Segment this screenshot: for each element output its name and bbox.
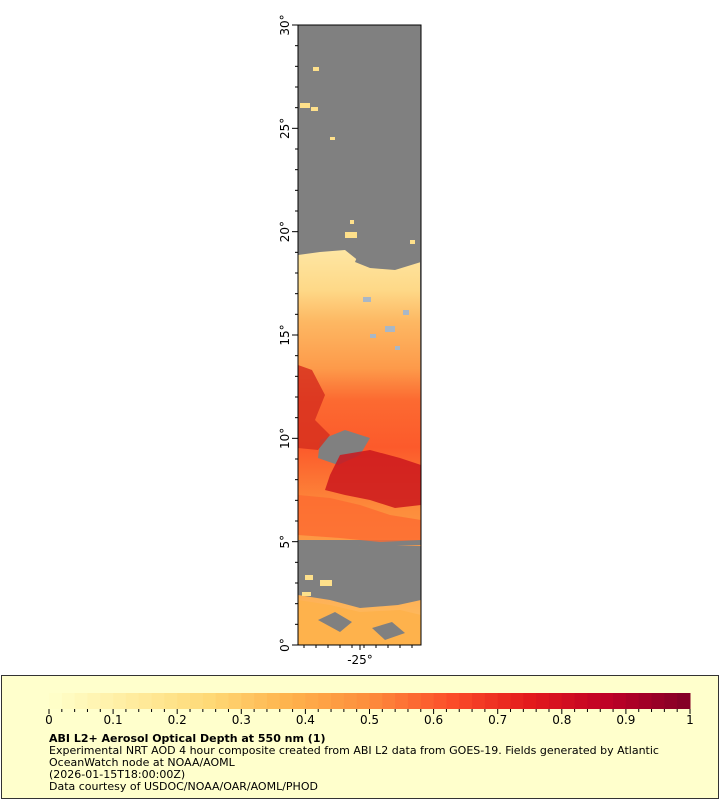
colorbar-swatch xyxy=(343,693,358,709)
colorbar-swatch xyxy=(638,693,653,709)
colorbar-swatch xyxy=(420,693,435,709)
colorbar-swatch xyxy=(266,693,281,709)
longitude-axis: -25° xyxy=(303,645,413,667)
colorbar-tick-label: 1 xyxy=(686,713,694,727)
legend-panel: 0 0.1 0.2 0.3 0.4 0.5 0.6 0.7 0.8 0.9 1 ABI L2+ Ae… xyxy=(1,675,719,799)
high-aod-band-west xyxy=(298,365,330,450)
lat-tick-label: 0° xyxy=(278,638,292,652)
colorbar-swatch xyxy=(433,693,447,709)
colorbar-swatch xyxy=(292,693,306,709)
legend-timestamp: (2026-01-15T18:00:00Z) xyxy=(49,768,186,781)
legend-title: ABI L2+ Aerosol Optical Depth at 550 nm … xyxy=(49,732,326,745)
legend-description: Experimental NRT AOD 4 hour composite cr… xyxy=(49,744,659,769)
colorbar-swatch xyxy=(356,693,370,709)
colorbar-swatch xyxy=(536,693,550,709)
scattered-aerosol-pixels xyxy=(300,67,415,596)
colorbar-ticks: 0 0.1 0.2 0.3 0.4 0.5 0.6 0.7 0.8 0.9 1 xyxy=(45,709,694,727)
colorbar-swatch xyxy=(574,693,588,709)
colorbar-swatch xyxy=(74,693,88,709)
colorbar-swatch xyxy=(331,693,345,709)
colorbar-swatch xyxy=(510,693,524,709)
colorbar-swatch xyxy=(484,693,499,709)
colorbar-swatch xyxy=(600,693,614,709)
colorbar-tick-label: 0.1 xyxy=(104,713,123,727)
colorbar-swatch xyxy=(164,693,178,709)
lat-tick-label: 20° xyxy=(278,221,292,242)
colorbar-tick-label: 0.4 xyxy=(296,713,315,727)
colorbar-swatch xyxy=(664,693,678,709)
legend-credit: Data courtesy of USDOC/NOAA/OAR/AOML/PHO… xyxy=(49,780,318,793)
colorbar-swatch xyxy=(548,693,563,709)
colorbar-tick-label: 0.8 xyxy=(552,713,571,727)
colorbar-tick-label: 0.6 xyxy=(424,713,443,727)
colorbar-swatch xyxy=(382,693,396,709)
colorbar-swatch xyxy=(651,693,665,709)
colorbar-swatch xyxy=(215,693,229,709)
colorbar-swatch xyxy=(561,693,576,709)
aod-colorbar: 0 0.1 0.2 0.3 0.4 0.5 0.6 0.7 0.8 0.9 1 xyxy=(45,693,694,727)
colorbar-swatch xyxy=(369,693,383,709)
cloud-land-patches xyxy=(363,297,409,350)
colorbar-swatch xyxy=(625,693,640,709)
lat-tick-label: 15° xyxy=(278,324,292,345)
aod-map-plot xyxy=(298,25,421,645)
clear-gap-north xyxy=(355,250,421,270)
colorbar-swatch xyxy=(190,693,204,709)
colorbar-swatch xyxy=(395,693,409,709)
latitude-axis: 0° 5° 10° 15° 20° 25° 30° xyxy=(278,14,298,652)
colorbar-tick-label: 0.5 xyxy=(360,713,379,727)
colorbar-swatch xyxy=(459,693,473,709)
colorbar-swatch xyxy=(318,693,332,709)
moderate-aod-patch xyxy=(298,495,421,542)
colorbar-swatch xyxy=(472,693,486,709)
map-figure: 0° 5° 10° 15° 20° 25° 30° -25° xyxy=(278,14,422,667)
high-aod-band-south xyxy=(325,450,421,508)
colorbar-tick-label: 0.7 xyxy=(488,713,507,727)
south-clear-islands xyxy=(318,612,405,640)
colorbar-tick-label: 0 xyxy=(45,713,53,727)
lon-tick-label: -25° xyxy=(347,653,373,667)
colorbar-tick-label: 0.9 xyxy=(616,713,635,727)
colorbar-swatch xyxy=(587,693,601,709)
colorbar-swatch xyxy=(87,693,101,709)
colorbar-swatch xyxy=(407,693,422,709)
colorbar-swatch xyxy=(113,693,127,709)
colorbar-tick-label: 0.3 xyxy=(232,713,251,727)
colorbar-swatches xyxy=(49,693,691,709)
colorbar-swatch xyxy=(677,693,691,709)
colorbar-swatch xyxy=(279,693,294,709)
colorbar-swatch xyxy=(241,693,255,709)
colorbar-swatch xyxy=(151,693,165,709)
colorbar-swatch xyxy=(254,693,268,709)
colorbar-swatch xyxy=(305,693,319,709)
colorbar-swatch xyxy=(523,693,537,709)
clear-gap-south xyxy=(298,544,421,608)
colorbar-swatch xyxy=(100,693,114,709)
colorbar-swatch xyxy=(228,693,242,709)
colorbar-swatch xyxy=(613,693,627,709)
colorbar-swatch xyxy=(138,693,153,709)
colorbar-swatch xyxy=(446,693,460,709)
colorbar-swatch xyxy=(61,693,76,709)
lat-tick-label: 25° xyxy=(278,118,292,139)
colorbar-swatch xyxy=(49,693,63,709)
lat-tick-label: 5° xyxy=(278,535,292,549)
colorbar-tick-label: 0.2 xyxy=(168,713,187,727)
colorbar-swatch xyxy=(497,693,512,709)
colorbar-swatch xyxy=(202,693,217,709)
lat-tick-label: 10° xyxy=(278,428,292,449)
lat-tick-label: 30° xyxy=(278,14,292,35)
colorbar-swatch xyxy=(177,693,191,709)
aerosol-field xyxy=(298,250,421,645)
colorbar-swatch xyxy=(125,693,140,709)
